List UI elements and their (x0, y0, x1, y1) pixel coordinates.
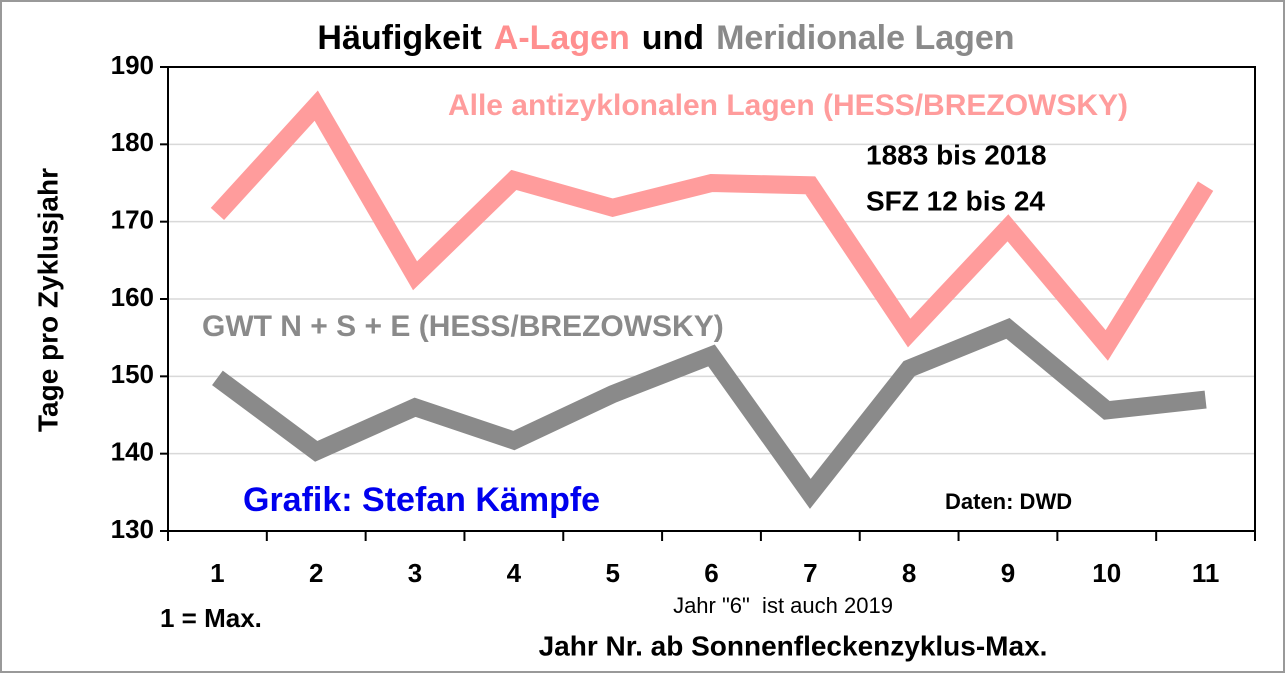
x-axis-label: Jahr Nr. ab Sonnenfleckenzyklus-Max. (539, 630, 1048, 661)
legend-label: GWT N + S + E (HESS/BREZOWSKY) (202, 310, 724, 343)
annotation: 1 = Max. (160, 603, 262, 633)
y-tick-label: 150 (111, 359, 154, 389)
annotation: Daten: DWD (945, 489, 1072, 514)
x-tick-label: 5 (605, 558, 619, 588)
y-tick-label: 160 (111, 282, 154, 312)
y-axis-label: Tage pro Zyklusjahr (32, 168, 63, 432)
x-tick-label: 8 (902, 558, 916, 588)
y-tick-label: 130 (111, 514, 154, 544)
title-part: Häufigkeit (317, 19, 481, 57)
plot-border (167, 66, 1256, 532)
annotation: Grafik: Stefan Kämpfe (243, 481, 600, 519)
x-tick-label: 2 (309, 558, 323, 588)
x-tick-label: 4 (507, 558, 522, 588)
annotation: SFZ 12 bis 24 (866, 185, 1045, 216)
series-line (212, 318, 1207, 509)
x-tick-label: 9 (1001, 558, 1015, 588)
legend-label: Alle antizyklonalen Lagen (HESS/BREZOWSK… (448, 89, 1128, 122)
y-tick-label: 190 (111, 50, 154, 80)
annotation: 1883 bis 2018 (866, 139, 1047, 170)
title-part: A-Lagen (494, 19, 630, 57)
annotation: Jahr "6" ist auch 2019 (673, 593, 893, 618)
x-tick-label: 11 (1192, 558, 1220, 588)
x-tick-label: 1 (210, 558, 224, 588)
title-part: und (642, 19, 704, 57)
x-tick-label: 7 (803, 558, 817, 588)
y-tick-label: 140 (111, 437, 154, 467)
x-tick-label: 6 (704, 558, 718, 588)
chart-title: Häufigkeit A-Lagen und Meridionale Lagen (317, 19, 1014, 57)
x-tick-label: 10 (1092, 558, 1121, 588)
series-line (210, 90, 1214, 361)
y-tick-label: 180 (111, 127, 154, 157)
y-tick-label: 170 (111, 205, 154, 235)
x-tick-label: 3 (408, 558, 422, 588)
title-part: Meridionale Lagen (716, 19, 1015, 57)
